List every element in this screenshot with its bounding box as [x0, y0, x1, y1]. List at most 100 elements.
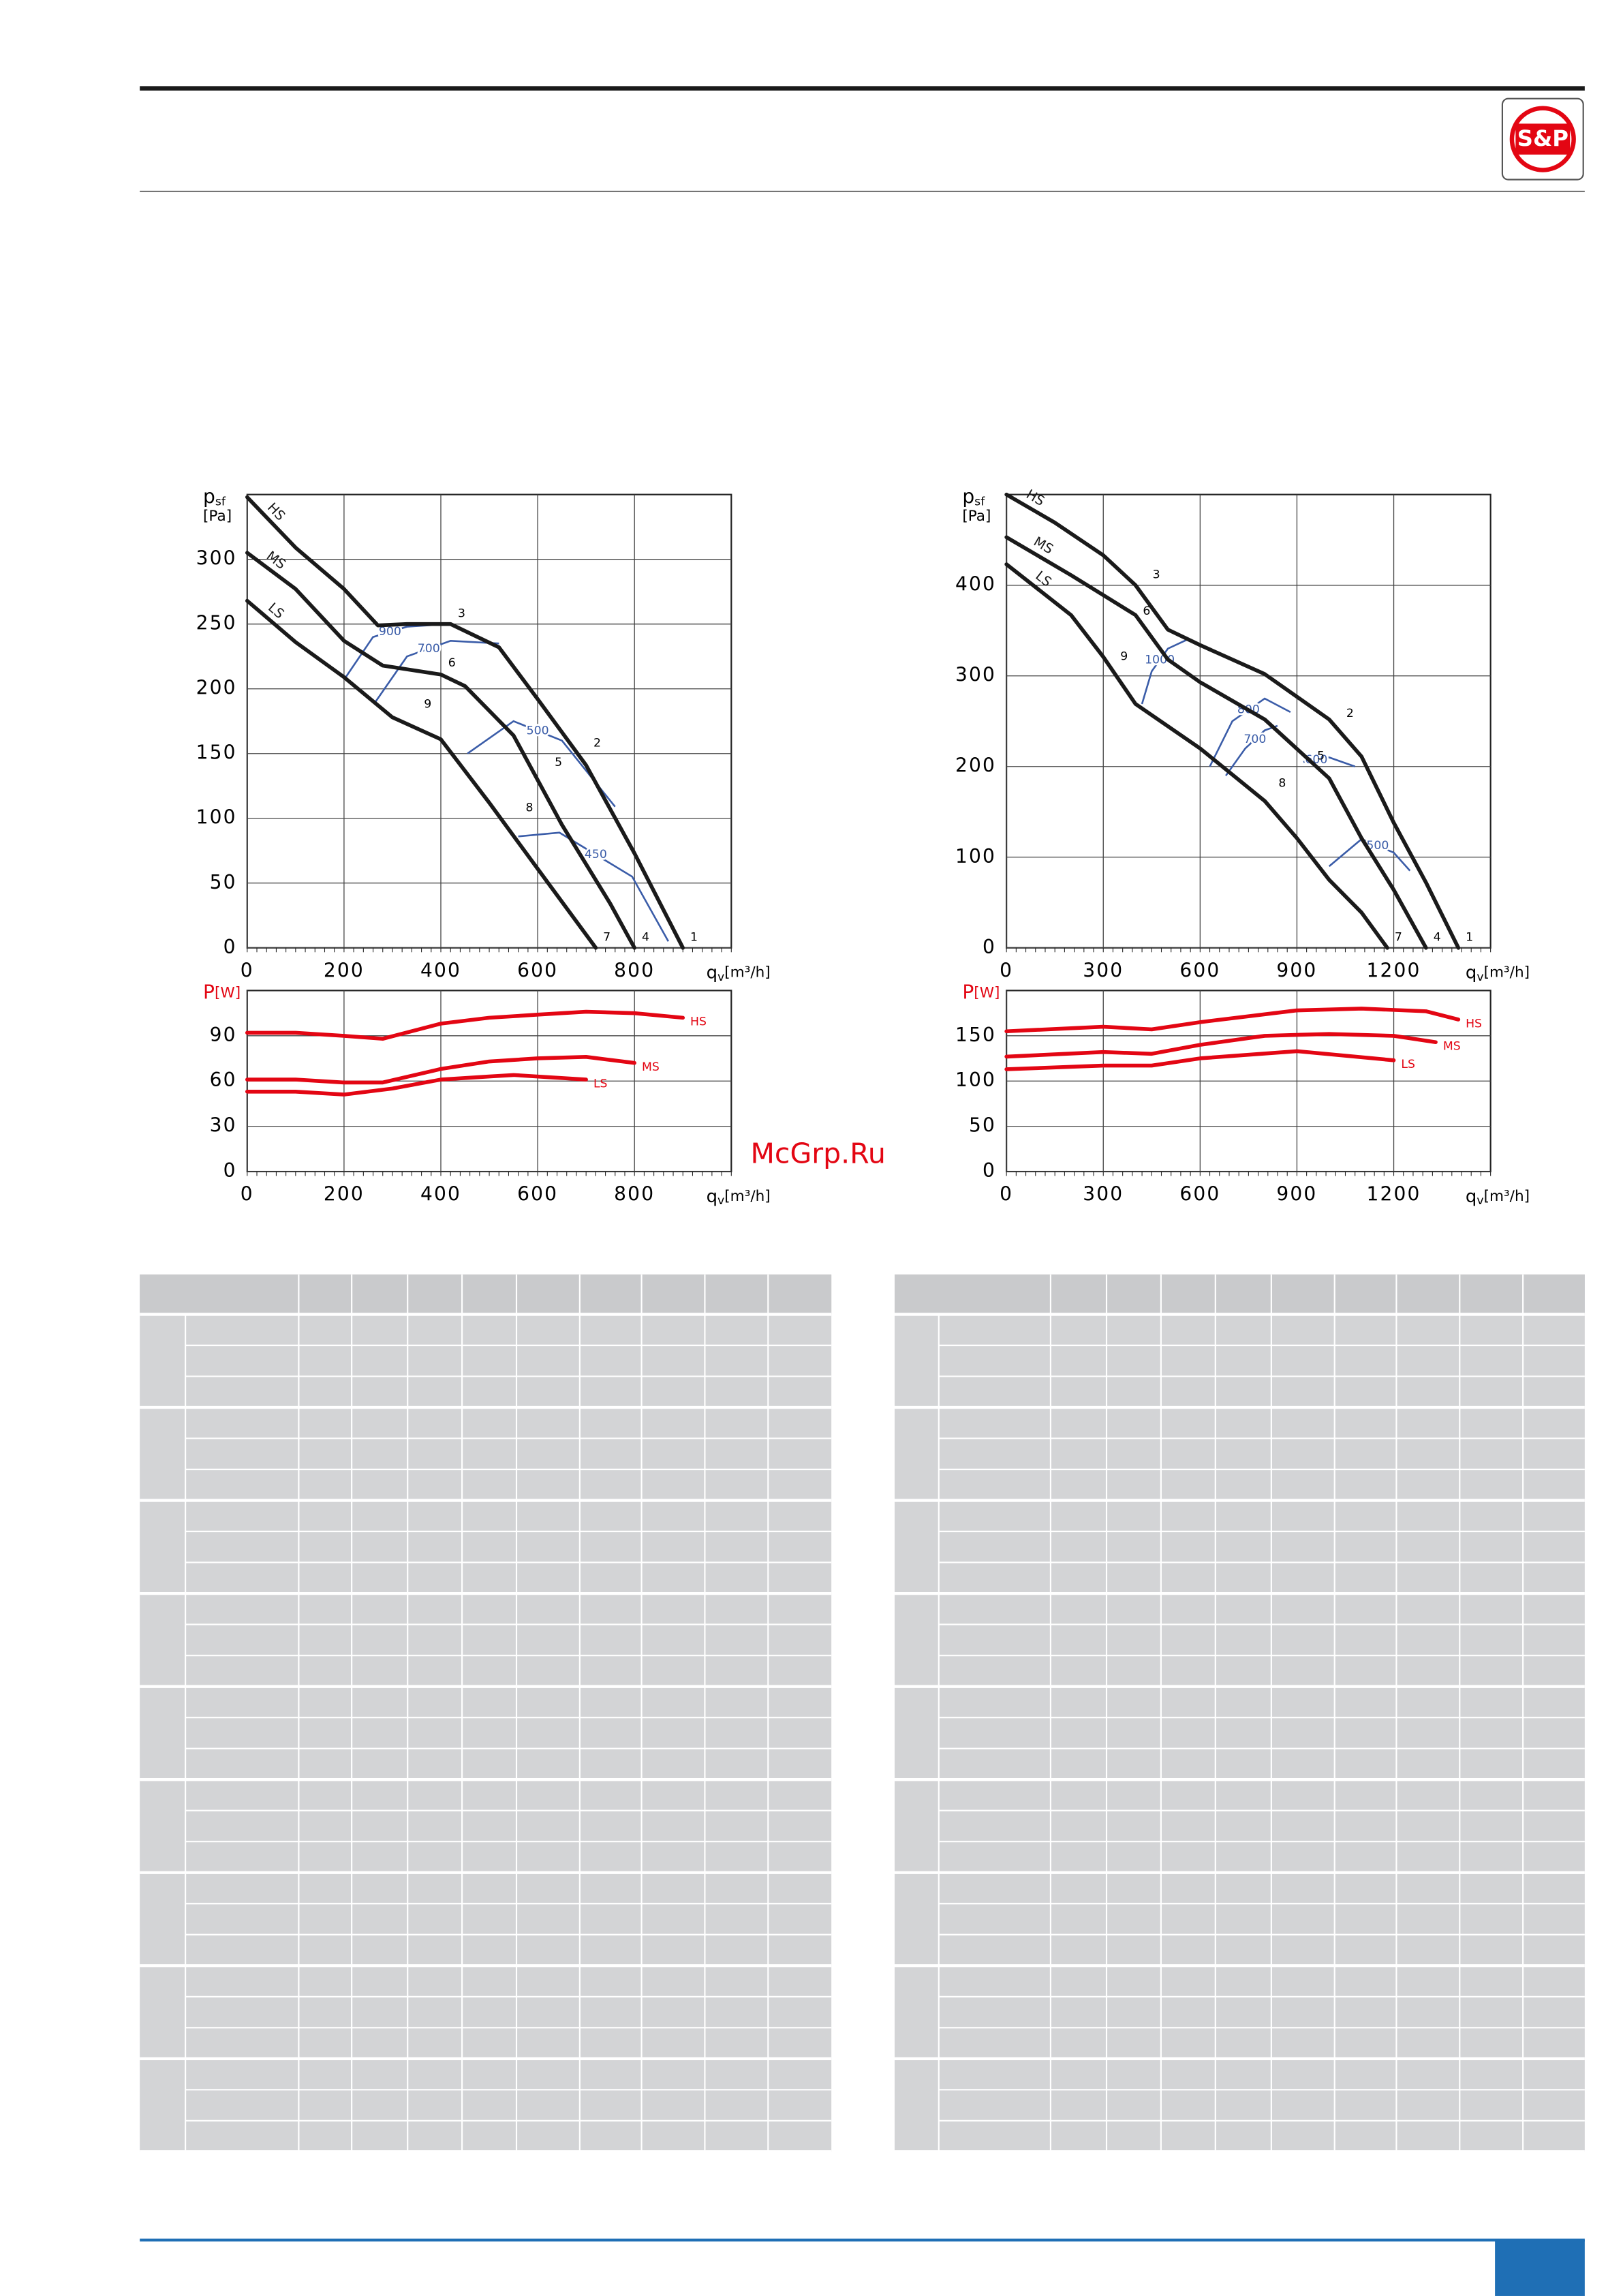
y-tick-label: 50: [969, 1114, 996, 1137]
table-header: [895, 1274, 1585, 1315]
table-body: [140, 1274, 832, 2152]
series-line: [245, 495, 685, 950]
x-axis-subscript: v: [1477, 970, 1483, 984]
logo-ring: [1509, 106, 1576, 172]
y-axis-label: psf: [962, 485, 985, 508]
y-tick-label: 90: [210, 1024, 237, 1046]
y-axis-label: P[W]: [962, 981, 1000, 1004]
y-tick-label: 50: [210, 871, 237, 893]
point-label: 7: [603, 931, 610, 945]
x-tick-label: 0: [1000, 959, 1013, 981]
table-body: [895, 1274, 1585, 2152]
chart: 0 30 60 90 0 200 400 600 800 P[W] qv[m³/h] HS MS LS: [203, 981, 771, 1208]
y-axis-label: P[W]: [203, 981, 241, 1004]
watermark: McGrp.Ru: [751, 1137, 886, 1169]
point-label: 8: [1278, 777, 1286, 791]
x-tick-label: 300: [1083, 1183, 1124, 1206]
y-axis-unit: [Pa]: [962, 508, 991, 525]
series-line: [1004, 562, 1389, 950]
chart: 0 50 100 150 200 250 300 0 200 400 600 800 psf[Pa] qv…: [196, 485, 771, 984]
series-line: [245, 1009, 685, 1041]
y-tick-label: 0: [983, 1159, 996, 1182]
series-line: [1004, 1007, 1461, 1034]
x-axis-symbol: q: [707, 962, 717, 983]
point-label: 4: [642, 931, 649, 945]
x-axis-label: qv[m³/h]: [1466, 962, 1530, 984]
point-label: 7: [1395, 931, 1402, 945]
x-axis-symbol: q: [707, 1186, 717, 1206]
series-line: [245, 551, 637, 950]
y-tick-label: 30: [210, 1114, 237, 1137]
x-axis-label: qv[m³/h]: [707, 962, 771, 984]
point-label: 1: [690, 931, 698, 945]
point-label: 4: [1434, 931, 1441, 945]
x-axis-subscript: v: [1477, 1194, 1483, 1208]
x-tick-label: 600: [1179, 959, 1220, 981]
y-axis-subscript: sf: [974, 495, 985, 508]
y-axis-symbol: P: [962, 981, 974, 1004]
x-tick-label: 0: [241, 959, 254, 981]
point-label: 5: [1317, 750, 1325, 763]
series-label: LS: [593, 1077, 608, 1091]
iso-label: 700: [418, 642, 440, 656]
x-tick-label: 300: [1083, 959, 1124, 981]
iso-line: [467, 720, 616, 808]
series-label: HS: [1466, 1017, 1482, 1030]
chart: 0 50 100 150 0 300 600 900 1200 P[W] qv[m³/h] HS MS L…: [955, 981, 1530, 1208]
x-tick-label: 400: [420, 959, 461, 981]
logo: S&P: [1501, 97, 1584, 181]
x-tick-label: 200: [324, 959, 365, 981]
iso-line: [375, 640, 499, 703]
x-tick-label: 200: [324, 1183, 365, 1206]
x-tick-label: 800: [614, 959, 655, 981]
x-tick-label: 900: [1276, 1183, 1317, 1206]
y-tick-label: 300: [196, 547, 237, 570]
series-label: MS: [1443, 1040, 1461, 1054]
iso-label: 450: [585, 848, 607, 861]
y-tick-label: 150: [955, 1024, 996, 1046]
y-tick-label: 150: [196, 741, 237, 764]
point-label: 6: [448, 656, 456, 670]
point-label: 6: [1143, 604, 1150, 618]
y-axis-label: psf: [203, 485, 226, 508]
footer-tab: [1495, 2239, 1585, 2296]
x-tick-label: 900: [1276, 959, 1317, 981]
y-tick-label: 0: [223, 1159, 237, 1182]
x-tick-label: 0: [1000, 1183, 1013, 1206]
point-label: 2: [1346, 707, 1354, 720]
series-line: [245, 598, 598, 950]
iso-line: [518, 831, 670, 942]
x-axis-subscript: v: [717, 970, 724, 984]
y-axis-subscript: sf: [215, 495, 226, 508]
iso-line: [1141, 639, 1188, 705]
y-tick-label: 60: [210, 1069, 237, 1091]
point-label: 5: [555, 756, 562, 769]
y-tick-label: 100: [955, 845, 996, 868]
series-label: HS: [690, 1015, 707, 1029]
x-tick-label: 0: [241, 1183, 254, 1206]
x-axis-unit: [m³/h]: [724, 1188, 770, 1205]
series-line: [245, 1073, 588, 1097]
table-header: [140, 1274, 832, 1315]
series-label: MS: [642, 1060, 660, 1074]
y-axis-symbol: p: [962, 485, 974, 508]
x-axis-unit: [m³/h]: [1484, 1188, 1530, 1205]
series-line: [1004, 1032, 1438, 1059]
x-axis-unit: [m³/h]: [724, 964, 770, 981]
x-tick-label: 1200: [1367, 1183, 1421, 1206]
y-tick-label: 200: [955, 754, 996, 777]
y-axis-unit: [Pa]: [203, 508, 232, 525]
point-label: 8: [525, 801, 533, 815]
x-tick-label: 600: [517, 1183, 558, 1206]
x-axis-symbol: q: [1466, 962, 1477, 983]
y-axis-unit: [W]: [215, 985, 241, 1002]
x-tick-label: 600: [1179, 1183, 1220, 1206]
series-line: [1004, 492, 1461, 950]
point-label: 3: [1153, 568, 1160, 582]
series-label: LS: [1401, 1058, 1415, 1071]
tables: [140, 1274, 1585, 2154]
y-tick-label: 250: [196, 612, 237, 634]
point-label: 2: [593, 737, 601, 750]
